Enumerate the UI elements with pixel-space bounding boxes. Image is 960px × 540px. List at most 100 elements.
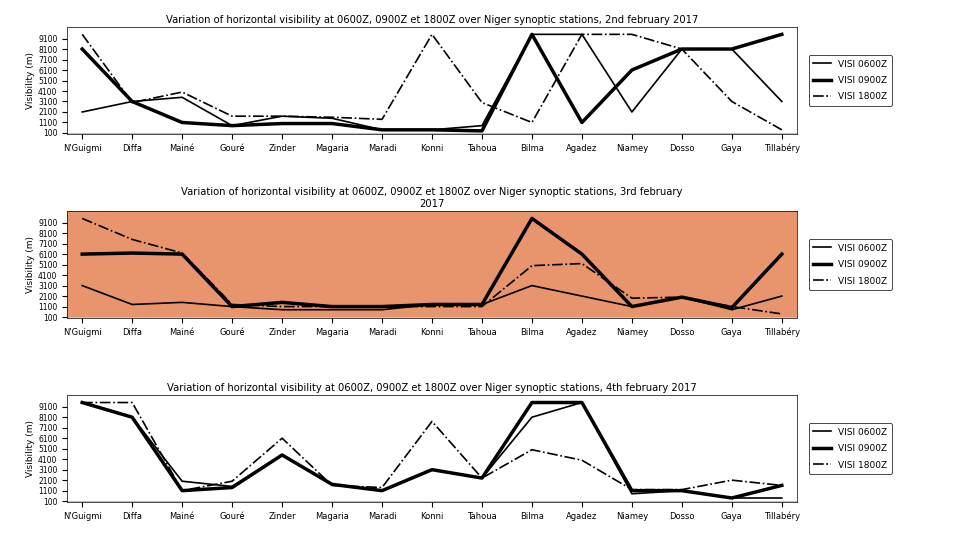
VISI 0900Z bbox=[576, 119, 588, 126]
VISI 0900Z bbox=[426, 301, 438, 308]
VISI 0600Z bbox=[426, 301, 438, 308]
VISI 1800Z bbox=[626, 31, 637, 38]
VISI 0600Z bbox=[376, 126, 388, 133]
VISI 1800Z bbox=[726, 98, 737, 105]
VISI 1800Z bbox=[676, 46, 687, 52]
VISI 0900Z bbox=[326, 120, 338, 127]
Line: VISI 1800Z: VISI 1800Z bbox=[83, 219, 781, 314]
VISI 0900Z bbox=[276, 452, 288, 458]
VISI 0600Z bbox=[177, 94, 188, 100]
VISI 0900Z bbox=[726, 305, 737, 311]
VISI 1800Z bbox=[326, 303, 338, 310]
VISI 0600Z bbox=[476, 123, 488, 129]
VISI 0600Z bbox=[376, 307, 388, 313]
VISI 0600Z bbox=[526, 31, 538, 38]
VISI 0900Z bbox=[127, 414, 138, 421]
VISI 0600Z bbox=[576, 31, 588, 38]
VISI 0600Z bbox=[426, 467, 438, 473]
VISI 1800Z bbox=[177, 488, 188, 494]
VISI 0600Z bbox=[726, 495, 737, 501]
VISI 0600Z bbox=[127, 414, 138, 421]
Title: Variation of horizontal visibility at 0600Z, 0900Z et 1800Z over Niger synoptic : Variation of horizontal visibility at 06… bbox=[166, 15, 698, 25]
VISI 0600Z bbox=[726, 46, 737, 52]
VISI 0600Z bbox=[526, 282, 538, 289]
VISI 0900Z bbox=[526, 399, 538, 406]
VISI 1800Z bbox=[726, 477, 737, 483]
Title: Variation of horizontal visibility at 0600Z, 0900Z et 1800Z over Niger synoptic : Variation of horizontal visibility at 06… bbox=[167, 383, 697, 393]
VISI 1800Z bbox=[77, 399, 88, 406]
VISI 1800Z bbox=[177, 89, 188, 95]
VISI 0600Z bbox=[77, 399, 88, 406]
VISI 1800Z bbox=[127, 99, 138, 106]
VISI 0600Z bbox=[626, 303, 637, 310]
VISI 0900Z bbox=[776, 251, 787, 258]
VISI 0900Z bbox=[376, 126, 388, 133]
VISI 0600Z bbox=[276, 307, 288, 313]
VISI 1800Z bbox=[576, 31, 588, 38]
VISI 1800Z bbox=[77, 31, 88, 38]
Y-axis label: Visibility (m): Visibility (m) bbox=[26, 236, 36, 293]
VISI 1800Z bbox=[626, 487, 637, 493]
VISI 0900Z bbox=[426, 126, 438, 133]
VISI 1800Z bbox=[576, 457, 588, 463]
VISI 0600Z bbox=[276, 452, 288, 458]
VISI 0900Z bbox=[276, 120, 288, 127]
VISI 0900Z bbox=[476, 127, 488, 134]
VISI 0900Z bbox=[177, 488, 188, 494]
Title: Variation of horizontal visibility at 0600Z, 0900Z et 1800Z over Niger synoptic : Variation of horizontal visibility at 06… bbox=[181, 187, 683, 209]
VISI 0900Z bbox=[227, 484, 238, 491]
VISI 1800Z bbox=[177, 250, 188, 256]
VISI 0900Z bbox=[576, 399, 588, 406]
VISI 1800Z bbox=[276, 113, 288, 119]
VISI 0600Z bbox=[576, 293, 588, 299]
VISI 0600Z bbox=[77, 109, 88, 115]
VISI 0600Z bbox=[227, 303, 238, 310]
VISI 1800Z bbox=[676, 487, 687, 493]
VISI 1800Z bbox=[726, 303, 737, 310]
VISI 1800Z bbox=[676, 294, 687, 300]
VISI 0900Z bbox=[626, 67, 637, 73]
VISI 0600Z bbox=[326, 115, 338, 122]
VISI 0900Z bbox=[776, 482, 787, 489]
VISI 0900Z bbox=[626, 488, 637, 494]
VISI 0600Z bbox=[576, 399, 588, 406]
VISI 0600Z bbox=[326, 307, 338, 313]
VISI 1800Z bbox=[426, 303, 438, 310]
VISI 1800Z bbox=[127, 236, 138, 242]
Line: VISI 0600Z: VISI 0600Z bbox=[83, 286, 781, 310]
Legend: VISI 0600Z, VISI 0900Z, VISI 1800Z: VISI 0600Z, VISI 0900Z, VISI 1800Z bbox=[808, 239, 892, 290]
VISI 1800Z bbox=[276, 303, 288, 310]
VISI 0900Z bbox=[676, 46, 687, 52]
VISI 0900Z bbox=[77, 399, 88, 406]
Line: VISI 0900Z: VISI 0900Z bbox=[83, 402, 781, 498]
VISI 1800Z bbox=[227, 301, 238, 308]
VISI 0600Z bbox=[376, 488, 388, 494]
Line: VISI 0600Z: VISI 0600Z bbox=[83, 402, 781, 498]
VISI 0900Z bbox=[326, 303, 338, 310]
VISI 0900Z bbox=[726, 46, 737, 52]
VISI 0600Z bbox=[676, 488, 687, 494]
VISI 0900Z bbox=[526, 215, 538, 222]
VISI 0900Z bbox=[177, 119, 188, 126]
Y-axis label: Visibility (m): Visibility (m) bbox=[26, 52, 36, 109]
VISI 0900Z bbox=[626, 303, 637, 310]
VISI 0600Z bbox=[676, 46, 687, 52]
VISI 1800Z bbox=[476, 99, 488, 106]
VISI 1800Z bbox=[526, 119, 538, 126]
VISI 0900Z bbox=[726, 495, 737, 501]
VISI 1800Z bbox=[77, 215, 88, 222]
VISI 0600Z bbox=[227, 483, 238, 490]
Y-axis label: Visibility (m): Visibility (m) bbox=[26, 420, 36, 477]
VISI 0600Z bbox=[227, 123, 238, 129]
VISI 1800Z bbox=[326, 114, 338, 120]
VISI 0600Z bbox=[127, 301, 138, 308]
VISI 0900Z bbox=[676, 488, 687, 494]
VISI 1800Z bbox=[376, 116, 388, 123]
VISI 0600Z bbox=[526, 414, 538, 421]
VISI 0600Z bbox=[127, 98, 138, 105]
VISI 0900Z bbox=[426, 467, 438, 473]
VISI 0600Z bbox=[676, 294, 687, 300]
Line: VISI 0900Z: VISI 0900Z bbox=[83, 219, 781, 308]
Line: VISI 0600Z: VISI 0600Z bbox=[83, 35, 781, 130]
VISI 0600Z bbox=[426, 126, 438, 133]
